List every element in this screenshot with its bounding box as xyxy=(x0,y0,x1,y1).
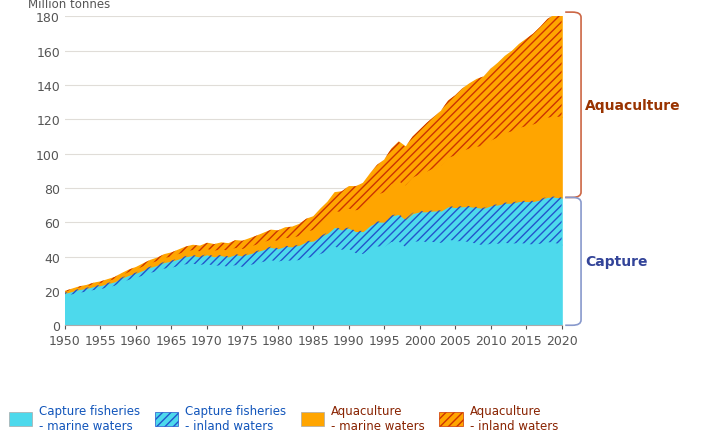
Text: Aquaculture: Aquaculture xyxy=(585,99,681,112)
Text: Capture: Capture xyxy=(585,255,648,269)
Legend: Capture fisheries
- marine waters, Capture fisheries
- inland waters, Aquacultur: Capture fisheries - marine waters, Captu… xyxy=(4,399,563,434)
Text: Million tonnes: Million tonnes xyxy=(27,0,109,11)
